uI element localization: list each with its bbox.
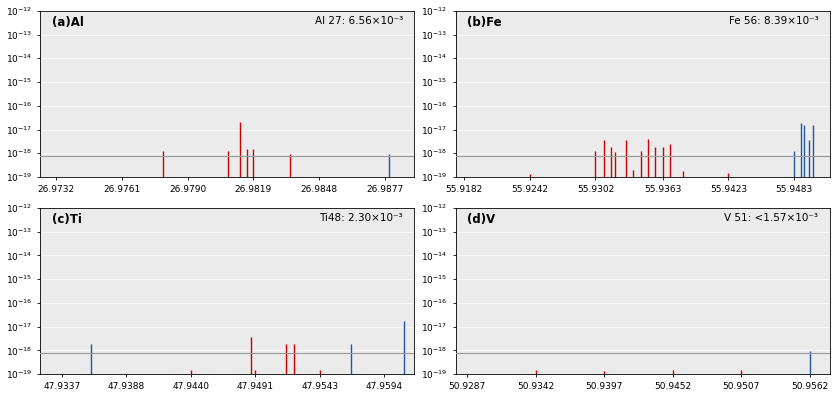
Text: (a)Al: (a)Al — [52, 16, 84, 29]
Text: (d)V: (d)V — [467, 213, 495, 226]
Text: (b)Fe: (b)Fe — [467, 16, 502, 29]
Text: V 51: <1.57×10⁻³: V 51: <1.57×10⁻³ — [724, 213, 819, 223]
Text: Al 27: 6.56×10⁻³: Al 27: 6.56×10⁻³ — [314, 16, 403, 26]
Text: (c)Ti: (c)Ti — [52, 213, 81, 226]
Text: Ti48: 2.30×10⁻³: Ti48: 2.30×10⁻³ — [319, 213, 403, 223]
Text: Fe 56: 8.39×10⁻³: Fe 56: 8.39×10⁻³ — [728, 16, 819, 26]
